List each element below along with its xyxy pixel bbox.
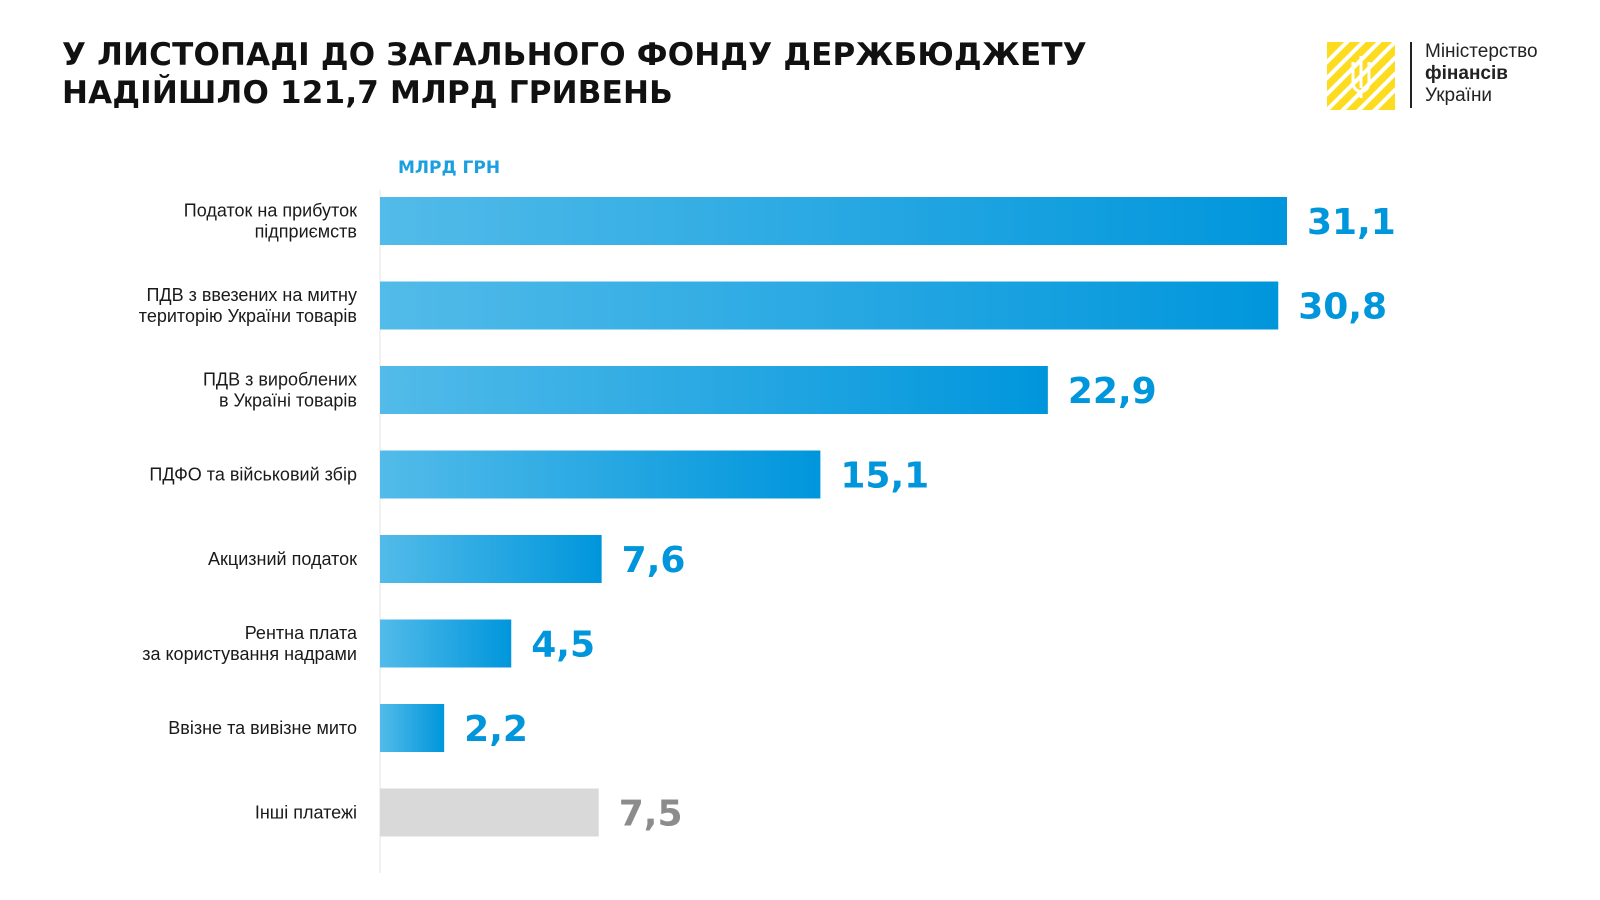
bar (380, 788, 599, 837)
unit-label: МЛРД ГРН (398, 158, 500, 178)
trident-emblem-icon (1327, 42, 1395, 110)
value-label: 31,1 (1307, 202, 1396, 243)
category-label: Інші платежі (255, 803, 357, 823)
logo-line-1: Міністерство (1425, 41, 1538, 62)
title-line-2: НАДІЙШЛО 121,7 МЛРД ГРИВЕНЬ (62, 75, 673, 111)
bar (380, 704, 445, 752)
value-label: 4,5 (531, 625, 595, 666)
ministry-logo: Міністерство фінансів України (1327, 41, 1587, 110)
bar (380, 450, 821, 499)
value-label: 7,5 (619, 794, 683, 835)
category-label: Акцизний податок (208, 549, 357, 569)
bar (380, 535, 602, 583)
logo-line-2: фінансів (1425, 63, 1508, 84)
value-label: 30,8 (1298, 287, 1387, 328)
category-label: територію України товарів (139, 306, 357, 326)
category-label: ПДФО та військовий збір (149, 465, 357, 485)
category-label: Податок на прибуток (184, 201, 357, 221)
category-label: підприємств (255, 222, 357, 242)
value-label: 22,9 (1068, 371, 1157, 412)
value-label: 2,2 (464, 709, 528, 750)
category-label: за користування надрами (142, 644, 357, 664)
category-label: в Україні товарів (219, 391, 357, 411)
value-label: 7,6 (622, 540, 686, 581)
category-label: Рентна плата (245, 623, 358, 643)
bar (380, 197, 1287, 245)
page-title: У ЛИСТОПАДІ ДО ЗАГАЛЬНОГО ФОНДУ ДЕРЖБЮДЖ… (62, 36, 1087, 112)
logo-text: Міністерство фінансів України (1425, 41, 1538, 107)
category-label: ПДВ з ввезених на митну (146, 285, 357, 305)
category-label: ПДВ з вироблених (203, 370, 357, 390)
bar (380, 619, 512, 668)
logo-divider (1410, 42, 1412, 108)
bar (380, 281, 1279, 330)
category-label: Ввізне та вивізне мито (168, 718, 357, 738)
bar (380, 366, 1048, 414)
title-line-1: У ЛИСТОПАДІ ДО ЗАГАЛЬНОГО ФОНДУ ДЕРЖБЮДЖ… (62, 37, 1087, 73)
logo-line-3: України (1425, 85, 1493, 106)
value-label: 15,1 (840, 456, 929, 497)
